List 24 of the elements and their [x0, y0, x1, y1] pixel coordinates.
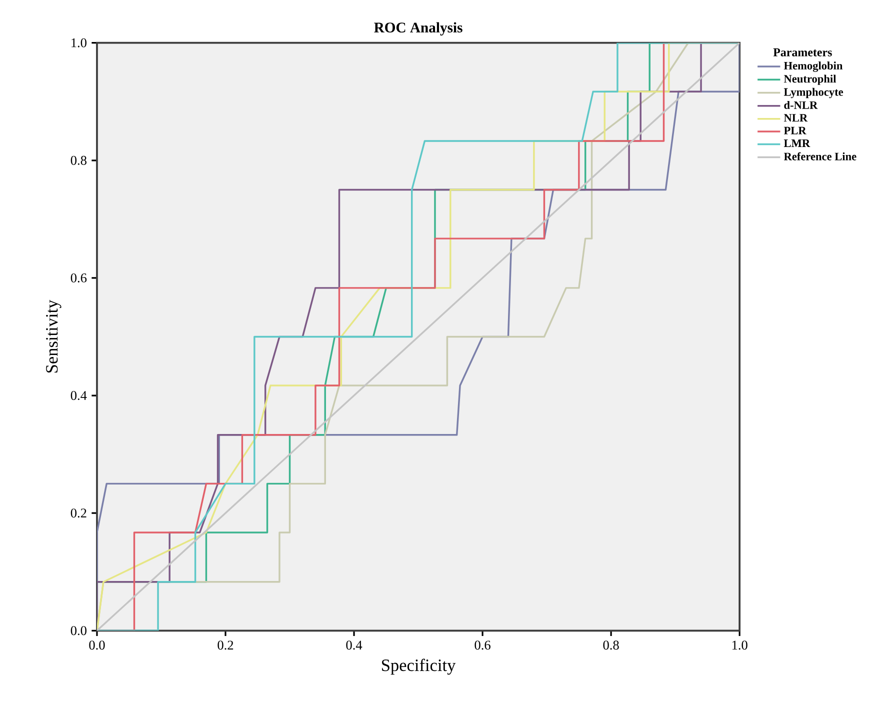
y-tick-label: 0.0	[70, 626, 86, 635]
y-tick-label: 0.2	[70, 508, 86, 518]
y-tick-label: 0.4	[70, 390, 87, 400]
y-tick-label: 1.0	[72, 38, 86, 48]
legend-label: NLR	[784, 114, 808, 122]
legend-label: Reference Line	[784, 152, 856, 160]
legend-title: Parameters	[773, 48, 832, 56]
x-axis-title: Specificity	[382, 658, 456, 674]
y-tick-label: 0.8	[70, 156, 86, 165]
legend-label: LMR	[784, 139, 810, 147]
legend-label: Hemoglobin	[784, 61, 843, 72]
y-axis-title: Sensitivity	[46, 300, 62, 372]
legend-label: PLR	[784, 126, 806, 134]
x-tick-label: 1.0	[732, 640, 748, 650]
x-tick-label: 0.2	[218, 640, 234, 650]
x-tick-label: 0.6	[474, 640, 490, 650]
chart-title: ROC Analysis	[374, 22, 462, 36]
legend-label: d-NLR	[784, 100, 818, 109]
legend-label: Neutrophil	[784, 74, 836, 85]
x-tick-label: 0.8	[603, 640, 619, 650]
x-tick-label: 0.4	[346, 640, 362, 650]
legend-label: Lymphocyte	[784, 88, 844, 98]
y-tick-label: 0.6	[70, 273, 87, 282]
x-tick-label: 0.0	[89, 640, 105, 650]
